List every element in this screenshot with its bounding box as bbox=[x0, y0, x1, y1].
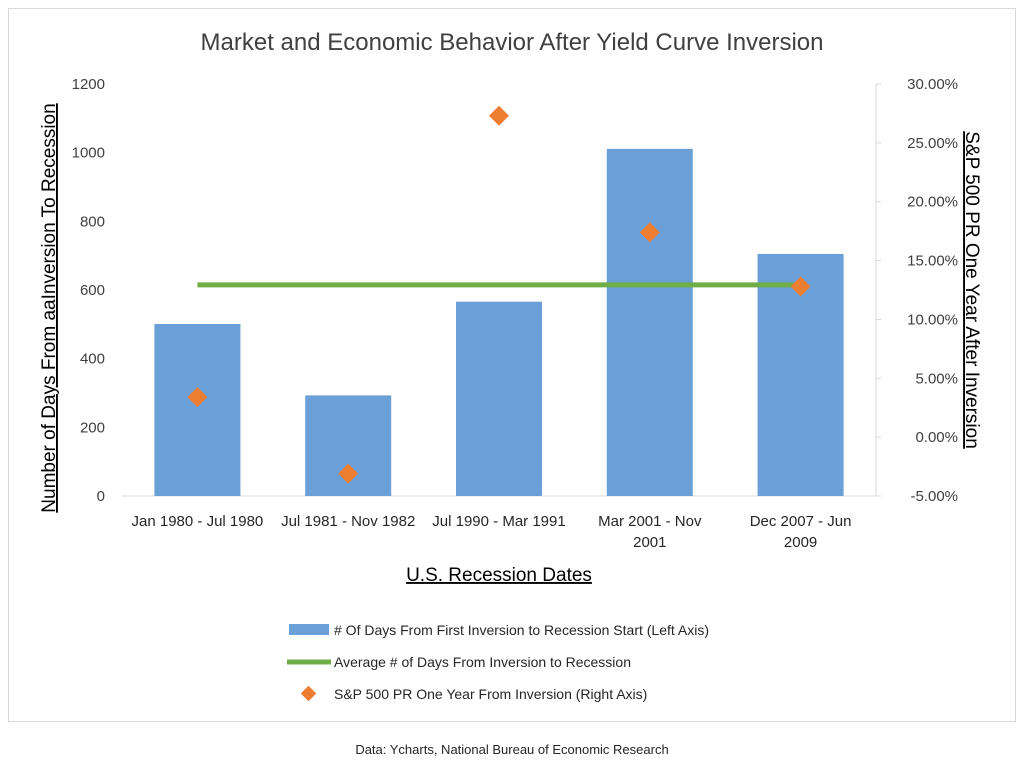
legend: # Of Days From First Inversion to Recess… bbox=[287, 622, 709, 702]
data-point bbox=[338, 463, 359, 484]
legend-item-bars: # Of Days From First Inversion to Recess… bbox=[289, 622, 709, 638]
bar bbox=[154, 323, 241, 496]
category-label: Jul 1990 - Mar 1991 bbox=[432, 513, 565, 530]
category-labels: Jan 1980 - Jul 1980 Jul 1981 - Nov 1982 Ju… bbox=[132, 513, 852, 551]
bar bbox=[606, 148, 693, 496]
left-tick-label: 0 bbox=[97, 488, 105, 505]
data-point bbox=[187, 387, 208, 408]
category-label: Jul 1981 - Nov 1982 bbox=[281, 513, 415, 530]
right-axis-title: S&P 500 PR One Year After Inversion bbox=[961, 131, 982, 449]
category-label: Jan 1980 - Jul 1980 bbox=[132, 513, 264, 530]
chart: Market and Economic Behavior After Yield… bbox=[39, 29, 982, 702]
left-axis-title: Number of Days From aaInversion To Reces… bbox=[39, 103, 60, 512]
left-tick-label: 400 bbox=[80, 351, 105, 368]
legend-swatch-bars bbox=[289, 624, 329, 635]
legend-item-points: S&P 500 PR One Year From Inversion (Righ… bbox=[300, 685, 647, 702]
left-axis-ticks: 0 200 400 600 800 1000 1200 bbox=[72, 76, 105, 505]
right-tick-label: 0.00% bbox=[915, 429, 958, 446]
right-tick-label: 30.00% bbox=[907, 76, 958, 93]
left-tick-label: 800 bbox=[80, 213, 105, 230]
x-axis-title: U.S. Recession Dates bbox=[406, 565, 592, 586]
right-tick-label: 20.00% bbox=[907, 194, 958, 211]
right-tick-label: 5.00% bbox=[915, 370, 958, 387]
right-tick-label: 15.00% bbox=[907, 253, 958, 270]
legend-item-line: Average # of Days From Inversion to Rece… bbox=[287, 654, 631, 670]
legend-swatch-points bbox=[300, 685, 317, 702]
bar bbox=[456, 301, 542, 496]
category-label: Dec 2007 - Jun bbox=[750, 513, 852, 530]
right-tick-label: 25.00% bbox=[907, 135, 958, 152]
sp500-point-series bbox=[187, 105, 811, 484]
legend-label-bars: # Of Days From First Inversion to Recess… bbox=[334, 622, 709, 638]
data-point bbox=[790, 276, 811, 297]
chart-title: Market and Economic Behavior After Yield… bbox=[201, 29, 824, 56]
left-tick-label: 200 bbox=[80, 419, 105, 436]
left-tick-label: 1000 bbox=[72, 145, 105, 162]
category-label: Mar 2001 - Nov bbox=[598, 513, 702, 530]
data-point bbox=[639, 222, 660, 243]
bar-series bbox=[154, 148, 844, 496]
legend-label-line: Average # of Days From Inversion to Rece… bbox=[334, 654, 631, 670]
right-tick-label: -5.00% bbox=[910, 488, 958, 505]
category-label: 2001 bbox=[633, 534, 666, 551]
legend-label-points: S&P 500 PR One Year From Inversion (Righ… bbox=[334, 686, 647, 702]
right-axis-ticks: -5.00% 0.00% 5.00% 10.00% 15.00% 20.00% 25.00%… bbox=[876, 76, 958, 505]
data-point bbox=[489, 105, 509, 126]
left-tick-label: 600 bbox=[80, 282, 105, 299]
left-tick-label: 1200 bbox=[72, 76, 105, 93]
category-label: 2009 bbox=[784, 534, 817, 551]
right-tick-label: 10.00% bbox=[907, 311, 958, 328]
source-note: Data: Ycharts, National Bureau of Econom… bbox=[355, 742, 669, 757]
